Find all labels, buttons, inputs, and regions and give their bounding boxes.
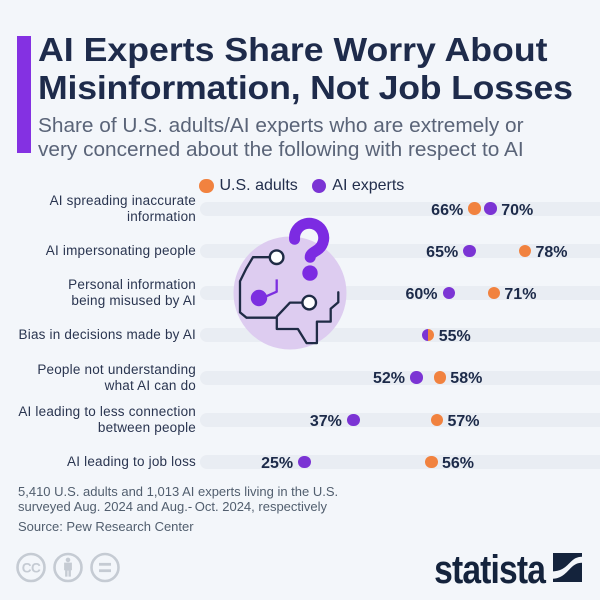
svg-text:CC: CC [22, 560, 41, 575]
